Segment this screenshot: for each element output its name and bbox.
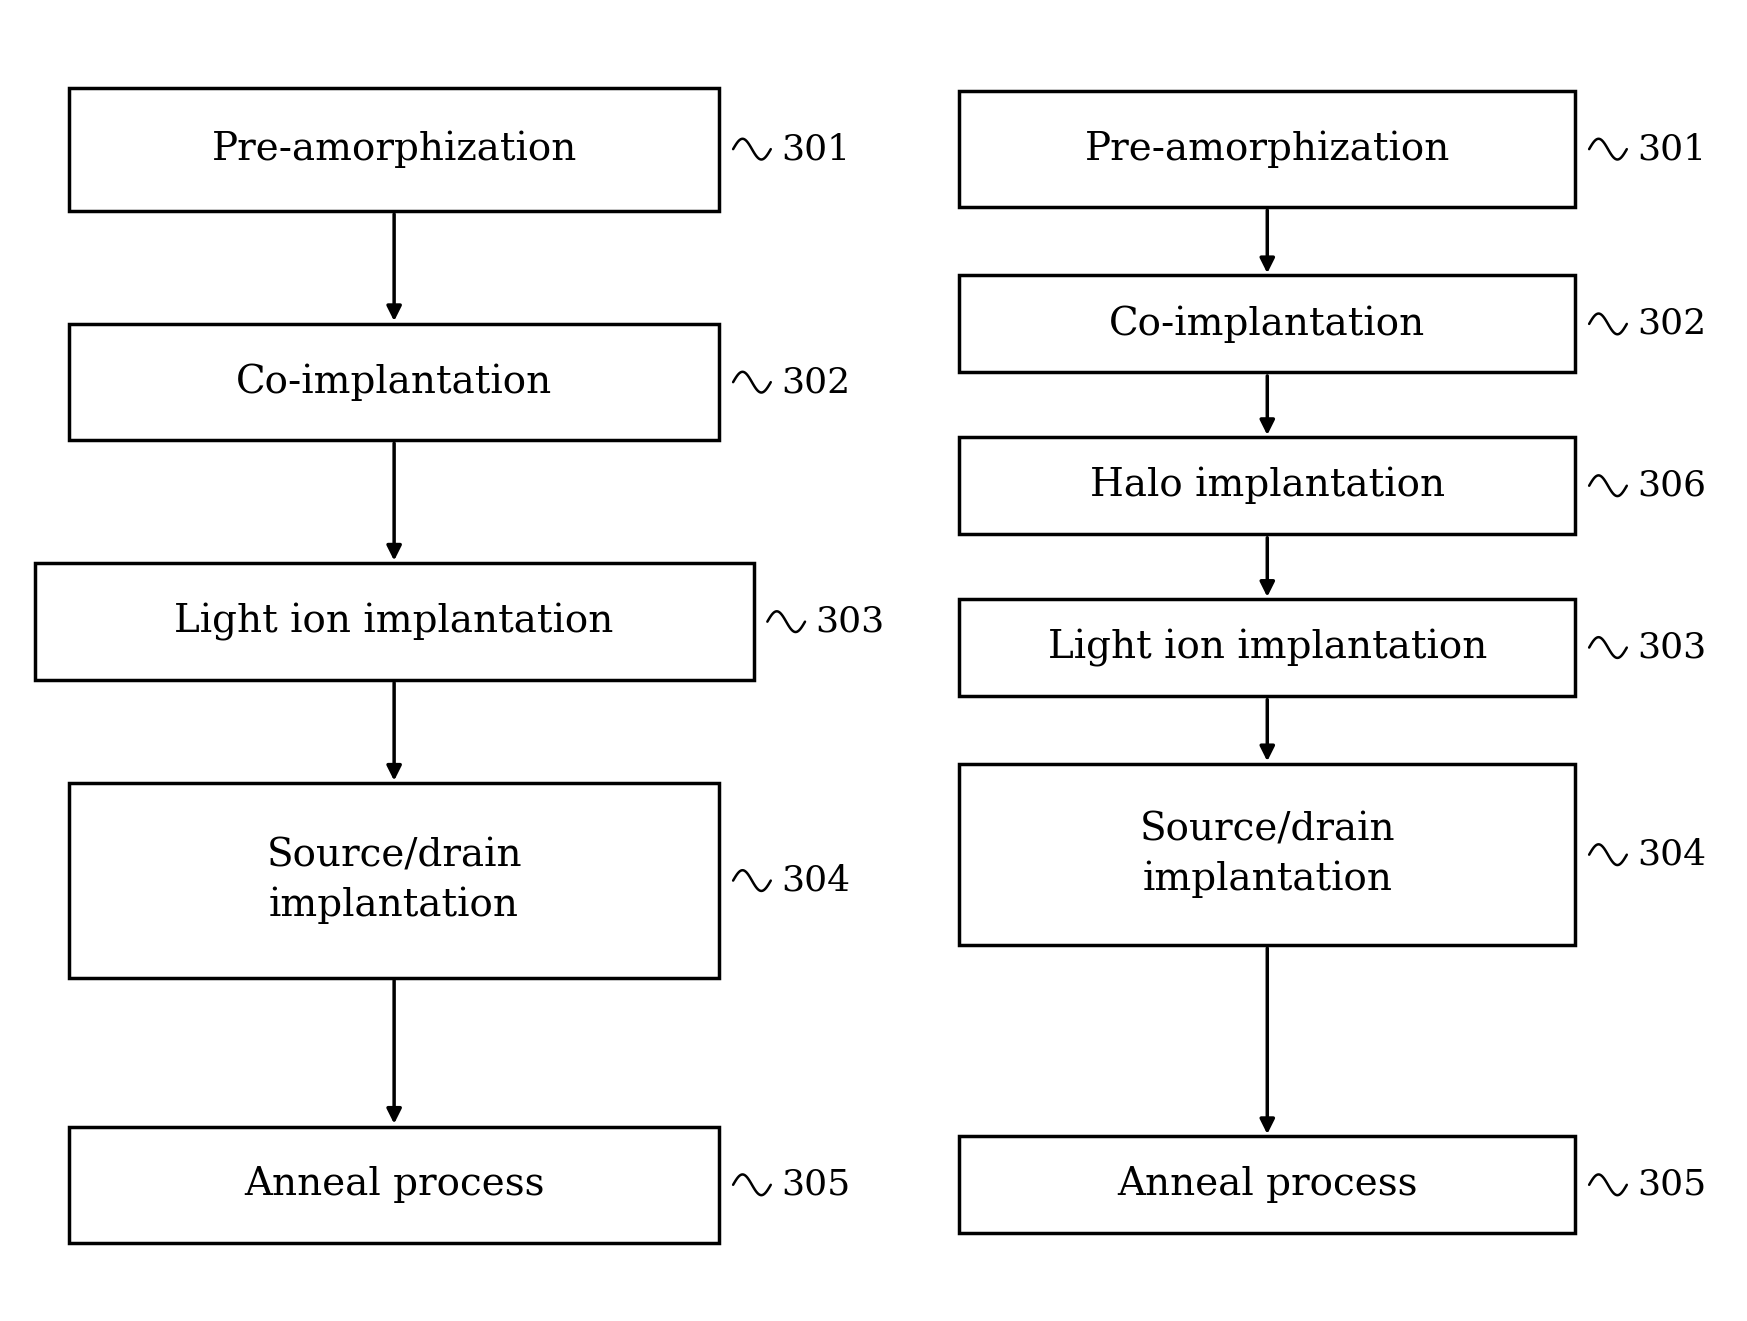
Text: Co-implantation: Co-implantation xyxy=(1109,305,1426,342)
Bar xyxy=(959,1136,1576,1234)
Text: Pre-amorphization: Pre-amorphization xyxy=(1085,131,1450,168)
Text: 303: 303 xyxy=(1637,630,1707,664)
Text: Anneal process: Anneal process xyxy=(245,1166,545,1203)
Bar xyxy=(35,563,753,680)
Bar xyxy=(959,91,1576,207)
Text: 305: 305 xyxy=(781,1168,851,1202)
Bar xyxy=(68,1127,720,1243)
Bar xyxy=(959,598,1576,696)
Bar xyxy=(68,87,720,210)
Text: 302: 302 xyxy=(781,365,851,399)
Text: 302: 302 xyxy=(1637,306,1707,341)
Bar xyxy=(959,437,1576,534)
Text: 301: 301 xyxy=(1637,132,1707,166)
Bar xyxy=(959,275,1576,373)
Text: Anneal process: Anneal process xyxy=(1116,1166,1417,1203)
Text: Source/drain
implantation: Source/drain implantation xyxy=(266,838,522,923)
Text: 301: 301 xyxy=(781,132,851,166)
Text: 305: 305 xyxy=(1637,1168,1707,1202)
Text: 306: 306 xyxy=(1637,469,1707,503)
Bar xyxy=(959,764,1576,946)
Bar xyxy=(68,324,720,440)
Text: Pre-amorphization: Pre-amorphization xyxy=(211,131,577,168)
Text: 303: 303 xyxy=(816,605,884,638)
Text: Source/drain
implantation: Source/drain implantation xyxy=(1139,811,1396,898)
Text: 304: 304 xyxy=(781,864,851,897)
Text: Light ion implantation: Light ion implantation xyxy=(1048,629,1487,667)
Text: Halo implantation: Halo implantation xyxy=(1090,468,1445,505)
Text: Light ion implantation: Light ion implantation xyxy=(175,602,613,641)
Text: Co-implantation: Co-implantation xyxy=(236,363,552,400)
Bar xyxy=(68,783,720,978)
Text: 304: 304 xyxy=(1637,838,1707,872)
